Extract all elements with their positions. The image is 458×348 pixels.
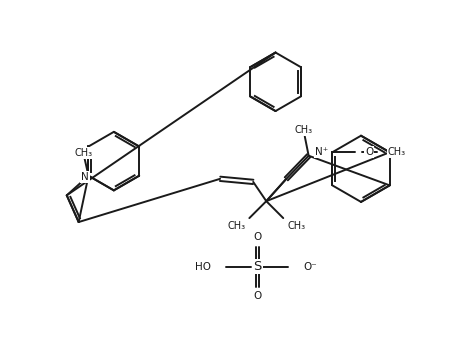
Text: N⁺: N⁺ <box>315 147 328 157</box>
Text: CH₃: CH₃ <box>287 221 305 231</box>
Text: HO: HO <box>195 262 211 271</box>
Text: CH₃: CH₃ <box>74 148 92 158</box>
Text: O: O <box>253 232 261 242</box>
Text: CH₃: CH₃ <box>294 125 312 135</box>
Text: O⁻: O⁻ <box>303 262 317 271</box>
Text: O: O <box>253 291 261 301</box>
Text: CH₃: CH₃ <box>227 221 245 231</box>
Text: O: O <box>365 147 373 157</box>
Text: S: S <box>253 260 261 273</box>
Text: CH₃: CH₃ <box>388 147 406 157</box>
Text: N: N <box>81 172 88 182</box>
